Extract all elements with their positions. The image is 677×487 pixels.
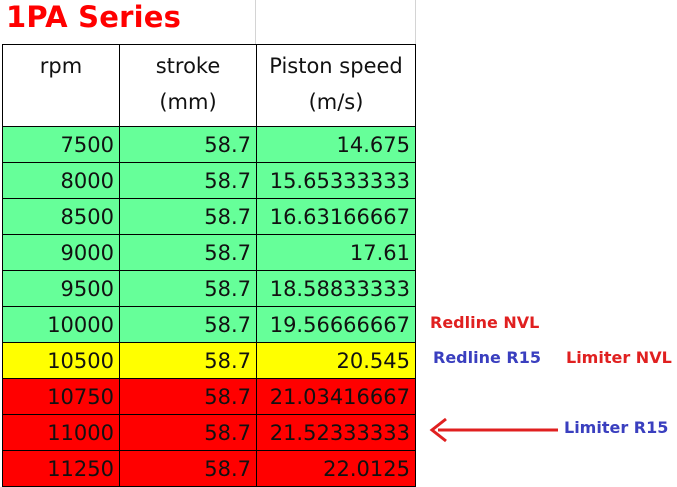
redline-nvl-label: Redline NVL (430, 313, 540, 332)
piston-speed-cell[interactable]: 21.03416667 (256, 378, 416, 415)
piston-speed-table: rpm stroke (mm) Piston speed (m/s) 7500 58.… (2, 44, 416, 487)
piston-speed-cell[interactable]: 19.56666667 (256, 306, 416, 343)
piston-speed-cell[interactable]: 14.675 (256, 126, 416, 163)
table-row: 10750 58.7 21.03416667 (2, 378, 416, 415)
piston-speed-cell[interactable]: 15.65333333 (256, 162, 416, 199)
stroke-cell[interactable]: 58.7 (119, 234, 257, 271)
stroke-cell[interactable]: 58.7 (119, 378, 257, 415)
sheet-title: 1PA Series (6, 0, 182, 34)
rpm-cell[interactable]: 11250 (2, 450, 120, 487)
stroke-cell[interactable]: 58.7 (119, 162, 257, 199)
table-row: 11250 58.7 22.0125 (2, 450, 416, 487)
table-row: 8500 58.7 16.63166667 (2, 198, 416, 235)
rpm-cell[interactable]: 9000 (2, 234, 120, 271)
header-stroke[interactable]: stroke (mm) (119, 44, 257, 127)
stroke-cell[interactable]: 58.7 (119, 450, 257, 487)
grid-line (255, 0, 256, 44)
limiter-r15-label: Limiter R15 (564, 418, 669, 437)
rpm-cell[interactable]: 11000 (2, 414, 120, 451)
rpm-cell[interactable]: 9500 (2, 270, 120, 307)
stroke-cell[interactable]: 58.7 (119, 198, 257, 235)
table-row: 8000 58.7 15.65333333 (2, 162, 416, 199)
rpm-cell[interactable]: 8500 (2, 198, 120, 235)
table-row: 10500 58.7 20.545 (2, 342, 416, 379)
rpm-cell[interactable]: 10750 (2, 378, 120, 415)
piston-speed-cell[interactable]: 21.52333333 (256, 414, 416, 451)
rpm-cell[interactable]: 8000 (2, 162, 120, 199)
piston-speed-cell[interactable]: 18.58833333 (256, 270, 416, 307)
table-row: 10000 58.7 19.56666667 (2, 306, 416, 343)
rpm-cell[interactable]: 7500 (2, 126, 120, 163)
rpm-cell[interactable]: 10500 (2, 342, 120, 379)
grid-line (415, 0, 416, 44)
rpm-cell[interactable]: 10000 (2, 306, 120, 343)
redline-r15-label: Redline R15 (433, 348, 541, 367)
stroke-cell[interactable]: 58.7 (119, 270, 257, 307)
stroke-cell[interactable]: 58.7 (119, 306, 257, 343)
table-row: 9500 58.7 18.58833333 (2, 270, 416, 307)
table-row: 9000 58.7 17.61 (2, 234, 416, 271)
piston-speed-cell[interactable]: 22.0125 (256, 450, 416, 487)
left-arrow-icon (429, 417, 558, 443)
header-row: rpm stroke (mm) Piston speed (m/s) (2, 44, 416, 127)
stroke-cell[interactable]: 58.7 (119, 126, 257, 163)
stroke-cell[interactable]: 58.7 (119, 414, 257, 451)
table-row: 7500 58.7 14.675 (2, 126, 416, 163)
limiter-nvl-label: Limiter NVL (566, 348, 672, 367)
piston-speed-cell[interactable]: 17.61 (256, 234, 416, 271)
table-row: 11000 58.7 21.52333333 (2, 414, 416, 451)
stroke-cell[interactable]: 58.7 (119, 342, 257, 379)
header-piston-speed[interactable]: Piston speed (m/s) (256, 44, 416, 127)
piston-speed-cell[interactable]: 20.545 (256, 342, 416, 379)
piston-speed-cell[interactable]: 16.63166667 (256, 198, 416, 235)
header-rpm[interactable]: rpm (2, 44, 120, 127)
